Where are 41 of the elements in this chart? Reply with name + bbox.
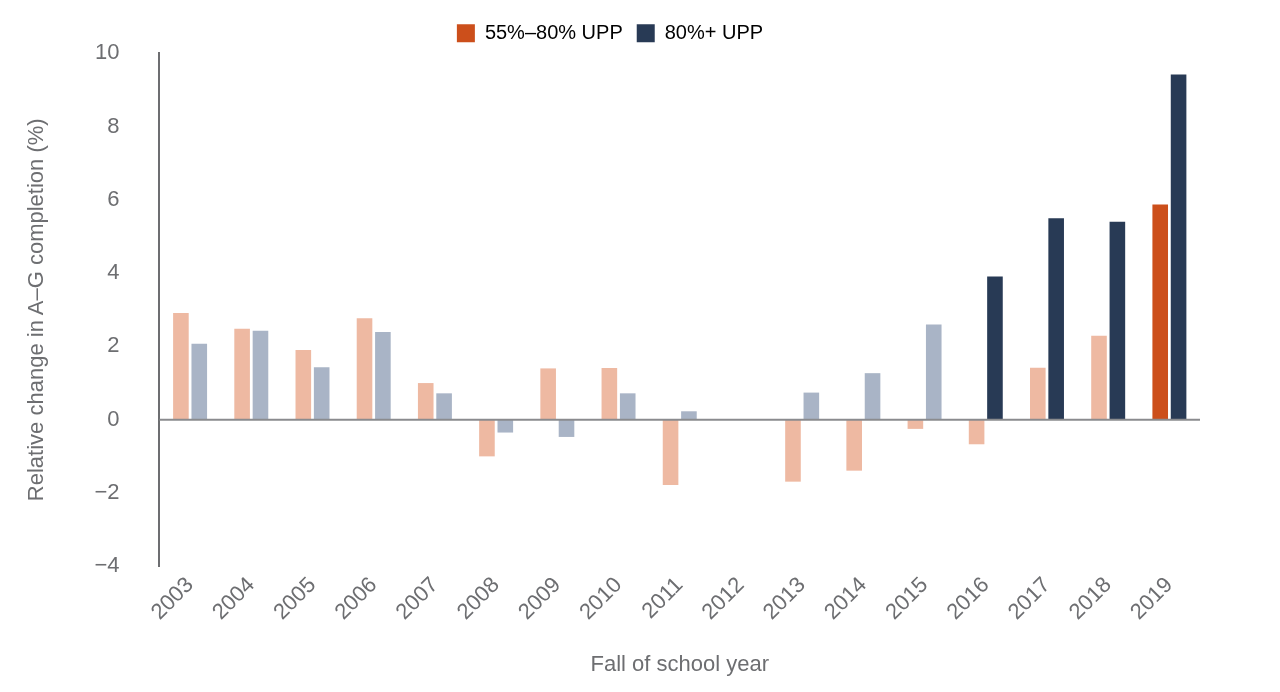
bar	[1109, 221, 1126, 420]
legend-label: 55%–80% UPP	[484, 20, 623, 43]
bar	[252, 330, 269, 420]
bar	[191, 343, 208, 420]
bar	[436, 393, 452, 420]
y-tick-label: 0	[107, 405, 120, 431]
bar	[619, 393, 636, 420]
bar	[173, 313, 189, 420]
bar	[234, 328, 250, 420]
bar	[1152, 204, 1169, 420]
y-tick-label: 4	[107, 259, 120, 285]
bar	[1030, 367, 1046, 420]
bar	[295, 350, 312, 420]
y-tick-label: 10	[95, 39, 120, 65]
y-tick-label: −4	[94, 552, 120, 578]
bar	[356, 318, 373, 420]
bar	[313, 367, 330, 420]
bar	[968, 419, 985, 445]
y-tick-label: −2	[94, 479, 120, 505]
bar	[925, 324, 942, 420]
bar	[540, 368, 556, 420]
y-tick-label: 8	[107, 112, 120, 138]
bar	[479, 419, 495, 457]
bar	[864, 373, 881, 420]
bar	[785, 419, 801, 482]
bar	[375, 332, 391, 420]
bar	[846, 419, 862, 471]
bar	[601, 368, 618, 420]
legend-label: 80%+ UPP	[664, 20, 764, 43]
bar	[662, 419, 679, 485]
y-tick-label: 2	[107, 332, 120, 358]
bar	[497, 419, 514, 433]
bar	[803, 392, 820, 420]
bar	[1091, 335, 1107, 420]
bar	[1048, 218, 1064, 420]
bar	[417, 383, 434, 420]
bar	[987, 276, 1003, 420]
x-axis-title: Fall of school year	[590, 650, 770, 676]
y-axis-title: Relative change in A–G completion (%)	[23, 118, 49, 502]
y-tick-label: 6	[107, 185, 120, 211]
bar	[1170, 74, 1187, 420]
